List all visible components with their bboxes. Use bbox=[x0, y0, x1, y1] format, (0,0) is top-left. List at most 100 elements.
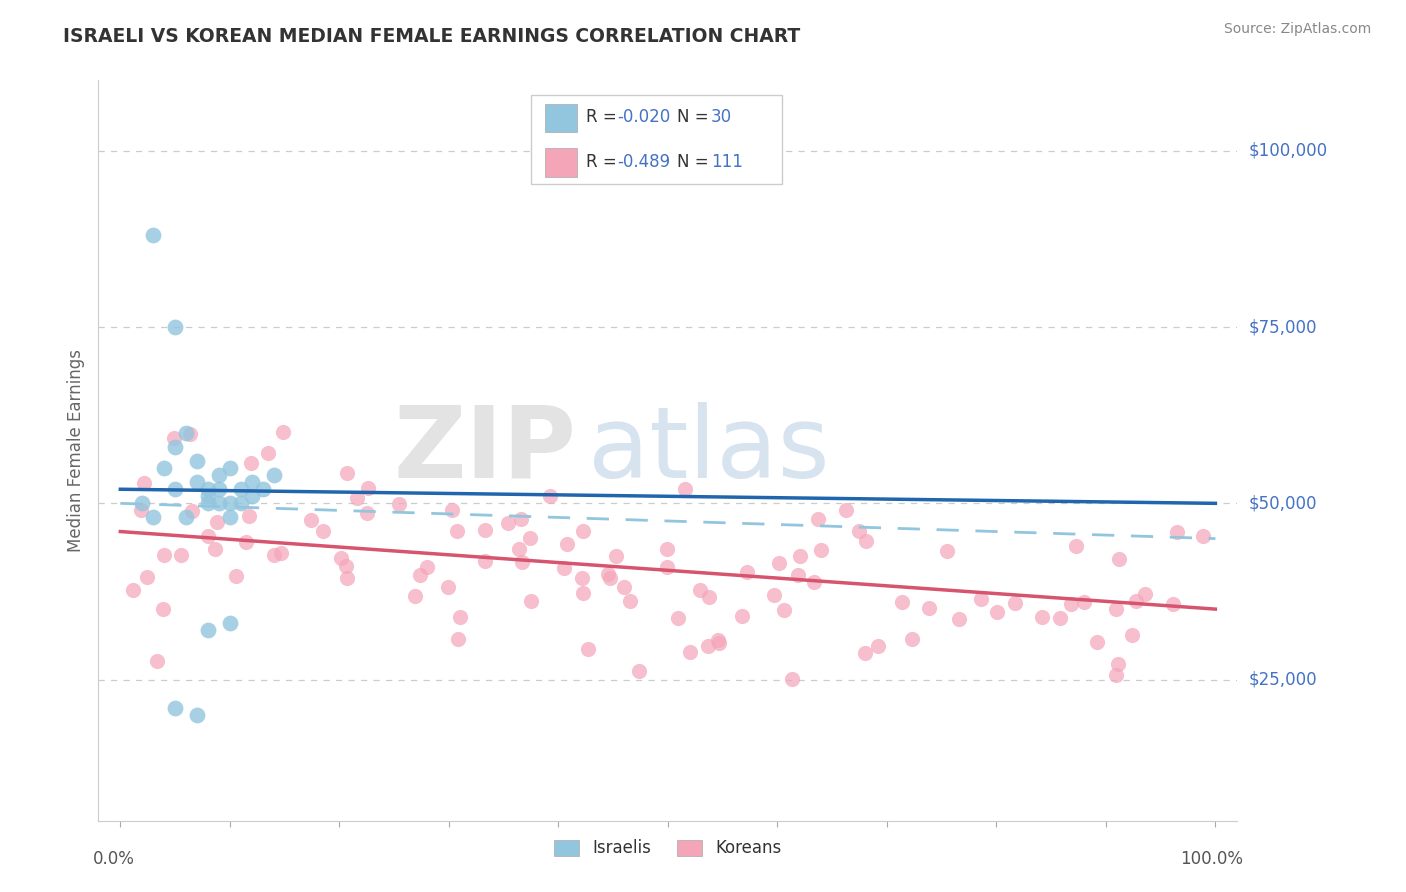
Point bbox=[186, 475, 208, 490]
Point bbox=[1049, 611, 1071, 625]
Point bbox=[510, 511, 533, 525]
Point bbox=[174, 425, 197, 440]
Point bbox=[270, 545, 292, 559]
Point bbox=[853, 646, 876, 660]
Point bbox=[1105, 602, 1128, 616]
Text: atlas: atlas bbox=[588, 402, 830, 499]
Point bbox=[772, 603, 794, 617]
Point bbox=[335, 559, 357, 574]
Point bbox=[204, 542, 226, 557]
Point bbox=[655, 541, 678, 556]
Point bbox=[848, 524, 870, 539]
FancyBboxPatch shape bbox=[546, 148, 576, 177]
Point bbox=[1085, 634, 1108, 648]
Point bbox=[697, 639, 720, 653]
Point bbox=[986, 605, 1008, 619]
Text: Source: ZipAtlas.com: Source: ZipAtlas.com bbox=[1223, 22, 1371, 37]
Point bbox=[257, 446, 280, 460]
Point bbox=[218, 510, 240, 524]
Text: $100,000: $100,000 bbox=[1249, 142, 1327, 160]
Point bbox=[1166, 525, 1188, 540]
Point bbox=[165, 440, 187, 454]
Point bbox=[666, 611, 689, 625]
Point bbox=[142, 510, 165, 524]
Point bbox=[441, 503, 464, 517]
Point bbox=[803, 575, 825, 590]
Point bbox=[238, 509, 260, 524]
Point bbox=[312, 524, 335, 538]
Text: -0.489: -0.489 bbox=[617, 153, 671, 170]
Point bbox=[679, 644, 702, 658]
Point bbox=[901, 632, 924, 647]
Point bbox=[520, 594, 543, 608]
Point bbox=[229, 496, 252, 510]
Point bbox=[657, 560, 679, 574]
Point bbox=[446, 524, 468, 539]
Point bbox=[165, 482, 187, 496]
Point bbox=[129, 503, 152, 517]
Point bbox=[789, 549, 811, 563]
Point bbox=[346, 491, 368, 506]
Point bbox=[388, 497, 411, 511]
Point bbox=[136, 570, 159, 584]
FancyBboxPatch shape bbox=[531, 95, 782, 184]
Point bbox=[165, 701, 187, 715]
Point bbox=[186, 707, 208, 722]
Point bbox=[181, 504, 204, 518]
Text: $75,000: $75,000 bbox=[1249, 318, 1317, 336]
Point bbox=[299, 513, 322, 527]
Point bbox=[855, 533, 877, 548]
Text: R =: R = bbox=[586, 108, 621, 127]
Point bbox=[263, 549, 285, 563]
Point bbox=[780, 673, 803, 687]
Point bbox=[697, 590, 720, 604]
Point bbox=[165, 320, 187, 334]
Point bbox=[571, 524, 593, 538]
Point bbox=[174, 510, 197, 524]
Point bbox=[205, 515, 228, 529]
Point bbox=[1135, 586, 1157, 600]
Point bbox=[131, 496, 153, 510]
Point bbox=[122, 582, 145, 597]
Point bbox=[447, 632, 470, 646]
Text: 100.0%: 100.0% bbox=[1180, 850, 1243, 868]
Point bbox=[197, 482, 219, 496]
Text: 30: 30 bbox=[711, 108, 733, 127]
Point bbox=[496, 516, 519, 530]
Point bbox=[336, 571, 359, 585]
FancyBboxPatch shape bbox=[546, 104, 576, 132]
Point bbox=[706, 632, 728, 647]
Point bbox=[555, 537, 578, 551]
Text: 111: 111 bbox=[711, 153, 742, 170]
Point bbox=[336, 466, 359, 480]
Point bbox=[208, 496, 231, 510]
Point bbox=[918, 601, 941, 615]
Point bbox=[449, 609, 471, 624]
Point bbox=[948, 612, 970, 626]
Point bbox=[142, 228, 165, 243]
Point bbox=[538, 490, 561, 504]
Point bbox=[571, 571, 593, 585]
Point bbox=[1105, 667, 1128, 681]
Point bbox=[152, 602, 174, 616]
Point bbox=[735, 565, 758, 579]
Point bbox=[356, 506, 378, 520]
Point bbox=[416, 560, 439, 574]
Point bbox=[1161, 597, 1184, 611]
Point bbox=[153, 548, 176, 562]
Point bbox=[197, 529, 219, 543]
Point bbox=[409, 568, 432, 582]
Point bbox=[1031, 610, 1053, 624]
Point bbox=[330, 551, 353, 566]
Point bbox=[225, 569, 247, 583]
Point bbox=[229, 482, 252, 496]
Text: $50,000: $50,000 bbox=[1249, 494, 1317, 512]
Point bbox=[613, 580, 636, 594]
Legend: Israelis, Koreans: Israelis, Koreans bbox=[548, 833, 787, 864]
Point bbox=[474, 524, 496, 538]
Point bbox=[1107, 657, 1129, 672]
Point bbox=[810, 543, 832, 558]
Point bbox=[240, 489, 263, 503]
Point bbox=[474, 554, 496, 568]
Point bbox=[1125, 594, 1147, 608]
